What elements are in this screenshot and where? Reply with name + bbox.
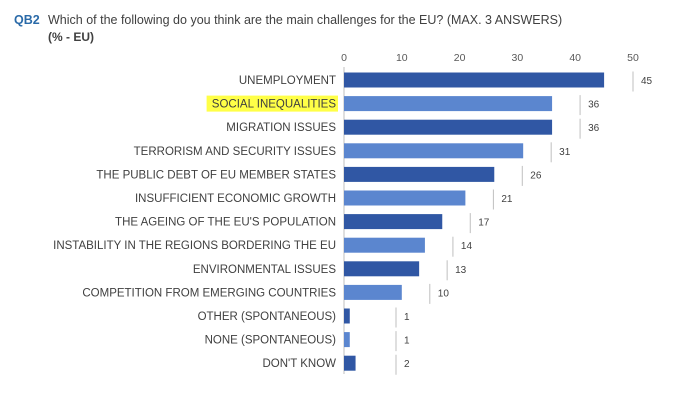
x-tick-label: 50 (627, 52, 639, 64)
category-label: SOCIAL INEQUALITIES (212, 99, 337, 111)
bar (344, 96, 553, 112)
category-label: DON'T KNOW (262, 358, 336, 370)
bar (344, 143, 524, 159)
value-label: 17 (478, 218, 490, 229)
bar (344, 190, 466, 206)
bar (344, 119, 553, 135)
value-label: 14 (461, 241, 473, 252)
bar (344, 284, 402, 300)
x-tick-label: 30 (512, 52, 524, 64)
category-label: INSUFFICIENT ECONOMIC GROWTH (135, 193, 336, 205)
bar (344, 214, 443, 230)
value-label: 21 (501, 194, 513, 205)
bar (344, 261, 420, 277)
category-label: NONE (SPONTANEOUS) (205, 335, 337, 347)
value-label: 10 (438, 288, 450, 299)
category-highlight (206, 95, 338, 112)
x-tick-label: 40 (569, 52, 581, 64)
value-label: 36 (588, 123, 600, 134)
bar (344, 332, 350, 348)
category-label: ENVIRONMENTAL ISSUES (193, 264, 336, 276)
bar (344, 72, 605, 88)
value-label: 13 (455, 265, 467, 276)
bar (344, 166, 495, 182)
value-label: 26 (530, 170, 542, 181)
x-tick-label: 0 (341, 52, 347, 64)
bar (344, 237, 425, 253)
category-label: THE PUBLIC DEBT OF EU MEMBER STATES (96, 169, 336, 181)
category-label: INSTABILITY IN THE REGIONS BORDERING THE… (53, 240, 336, 252)
value-label: 36 (588, 100, 600, 111)
value-label: 1 (404, 336, 410, 347)
bar (344, 355, 356, 371)
question-code: QB2 (14, 13, 40, 27)
category-label: THE AGEING OF THE EU'S POPULATION (115, 217, 336, 229)
category-label: TERRORISM AND SECURITY ISSUES (134, 146, 337, 158)
value-label: 1 (404, 312, 410, 323)
category-label: OTHER (SPONTANEOUS) (198, 311, 337, 323)
category-label: MIGRATION ISSUES (226, 122, 336, 134)
value-label: 45 (641, 76, 653, 87)
bar (344, 308, 350, 324)
value-label: 31 (559, 147, 571, 158)
category-label: UNEMPLOYMENT (239, 75, 336, 87)
question-text: Which of the following do you think are … (48, 13, 563, 27)
value-label: 2 (404, 359, 410, 370)
x-tick-label: 10 (396, 52, 408, 64)
chart-subtitle: (% - EU) (48, 30, 94, 44)
x-tick-label: 20 (454, 52, 466, 64)
category-label: COMPETITION FROM EMERGING COUNTRIES (82, 287, 336, 299)
